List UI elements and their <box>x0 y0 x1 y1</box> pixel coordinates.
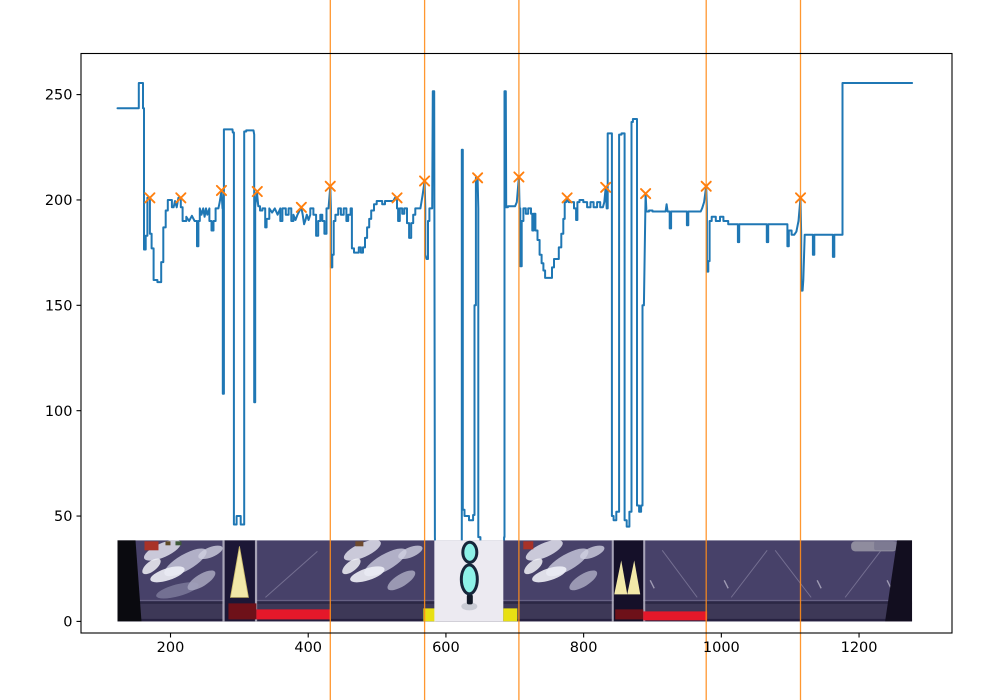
strip-ellipse <box>569 570 598 591</box>
strip-rect <box>643 611 708 621</box>
strip-line <box>844 550 882 598</box>
strip-line <box>661 550 698 598</box>
strip-line <box>723 580 729 589</box>
peak-marker <box>215 184 228 197</box>
peak-marker <box>640 188 652 200</box>
y-tick-label: 100 <box>45 404 73 420</box>
strip-rect <box>355 541 364 547</box>
strip-rect <box>615 609 644 620</box>
strip-ellipse <box>198 545 223 560</box>
y-tick-label: 50 <box>54 509 72 525</box>
strip-ellipse <box>459 563 479 596</box>
strip-rect <box>144 541 159 551</box>
y-tick-label: 250 <box>45 88 73 104</box>
peak-marker <box>513 171 525 183</box>
x-tick-label: 200 <box>157 640 185 656</box>
strip-rect <box>175 541 182 546</box>
strip-polygon <box>885 540 913 622</box>
x-tick-label: 600 <box>432 640 460 656</box>
game-frame-strip-image <box>117 540 913 622</box>
peak-marker <box>251 185 263 198</box>
peak-marker <box>144 192 156 204</box>
x-tick-label: 400 <box>294 640 322 656</box>
x-tick-label: 1200 <box>841 640 878 656</box>
y-tick-label: 0 <box>63 614 72 630</box>
strip-ellipse <box>343 540 381 561</box>
strip-ellipse <box>580 545 605 560</box>
strip-ellipse <box>398 545 423 560</box>
peak-marker <box>324 180 336 192</box>
strip-line <box>816 580 822 589</box>
strip-ellipse <box>525 540 563 561</box>
peak-marker <box>295 201 307 213</box>
peak-marker <box>175 192 187 204</box>
data-line <box>116 82 914 600</box>
strip-ellipse <box>461 602 478 611</box>
strip-polygon <box>614 560 628 595</box>
strip-ellipse <box>156 582 199 599</box>
y-tick-label: 200 <box>45 193 73 209</box>
strip-line <box>649 580 655 589</box>
strip-ellipse <box>524 558 543 575</box>
axes-frame <box>80 52 953 634</box>
peak-marker <box>472 172 484 184</box>
strip-ellipse <box>342 558 361 575</box>
peak-marker <box>419 175 431 187</box>
peak-marker <box>561 192 573 204</box>
strip-ellipse <box>350 566 385 583</box>
x-tick-label: 1000 <box>703 640 740 656</box>
strip-rect <box>643 540 646 622</box>
strip-line <box>774 550 812 598</box>
strip-rect <box>228 603 257 620</box>
strip-rect <box>523 541 534 550</box>
strip-ellipse <box>532 566 567 583</box>
strip-rect <box>256 609 331 620</box>
strip-ellipse <box>142 558 161 575</box>
strip-line <box>730 550 768 598</box>
strip-rect <box>423 608 436 622</box>
strip-rect <box>466 594 473 605</box>
strip-rect <box>503 608 518 622</box>
strip-rect <box>222 540 225 622</box>
strip-rect <box>117 601 913 604</box>
strip-rect <box>165 541 171 546</box>
y-tick-label: 150 <box>45 298 73 314</box>
strip-ellipse <box>150 566 185 583</box>
strip-rect <box>254 540 258 622</box>
strip-rect <box>611 540 614 622</box>
strip-ellipse <box>143 540 181 561</box>
strip-rect <box>874 541 898 551</box>
peak-marker <box>391 192 403 204</box>
strip-line <box>265 550 318 598</box>
strip-ellipse <box>387 570 416 591</box>
strip-ellipse <box>461 540 479 564</box>
strip-polygon <box>627 560 641 595</box>
x-tick-label: 800 <box>570 640 598 656</box>
peak-marker <box>794 192 807 204</box>
peak-marker <box>600 181 612 193</box>
strip-polygon <box>229 546 249 598</box>
strip-polygon <box>117 540 142 622</box>
peak-marker <box>700 180 712 192</box>
